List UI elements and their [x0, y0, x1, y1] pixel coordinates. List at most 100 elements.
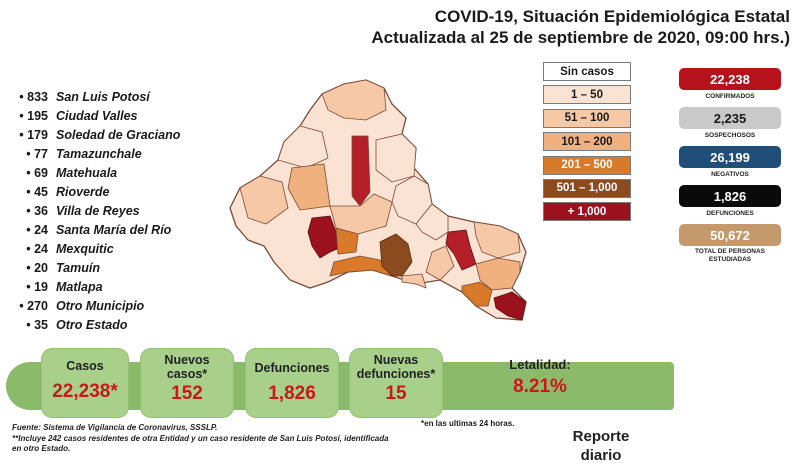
stat-value: 1,826 [679, 185, 781, 207]
letalidad-label: Letalidad: [509, 357, 571, 372]
map-region-huasteca-1 [473, 221, 521, 259]
map-region-rioverde [379, 233, 413, 277]
defunciones-card: Defunciones 1,826 [246, 349, 338, 417]
stat-value: 22,238 [679, 68, 781, 90]
stat-value: 26,199 [679, 146, 781, 168]
municipality-count: • 20 [26, 260, 48, 275]
legend-item: 101 – 200 [543, 132, 631, 152]
casos-label: Casos [66, 359, 104, 373]
municipality-count: • 45 [26, 184, 48, 199]
stat-label: SOSPECHOSOS [704, 132, 756, 139]
map-region-northwest [277, 125, 329, 169]
municipality-count: • 35 [26, 317, 48, 332]
municipality-count: • 69 [26, 165, 48, 180]
legend-item: Sin casos [543, 62, 631, 81]
legend-item: 201 – 500 [543, 155, 631, 175]
municipality-name: Otro Estado [56, 317, 128, 332]
municipality-name: Matlapa [56, 279, 103, 294]
municipality-row: • 270 Otro Municipio [14, 296, 224, 315]
stat-value: 2,235 [679, 107, 781, 129]
source-note: Fuente: Sistema de Vigilancia de Coronav… [12, 423, 492, 455]
municipality-name: Tamuín [56, 260, 100, 275]
municipality-row: • 195 Ciudad Valles [14, 106, 224, 125]
map-region-south-1 [425, 245, 455, 281]
municipality-row: • 45 Rioverde [14, 182, 224, 201]
stat-label: TOTAL DE PERSONAS ESTUDIADAS [694, 248, 766, 263]
stat-item: 50,672 TOTAL DE PERSONAS ESTUDIADAS [679, 224, 781, 266]
municipality-name: Matehuala [56, 165, 118, 180]
casos-value: 22,238* [52, 381, 118, 402]
map-region-west-2 [239, 175, 289, 225]
municipality-row: • 19 Matlapa [14, 277, 224, 296]
map-region-ciudad-valles [445, 229, 477, 271]
municipality-name: Villa de Reyes [56, 203, 140, 218]
legend-item: 51 – 100 [543, 108, 631, 128]
stat-value: 50,672 [679, 224, 781, 246]
stat-label: NEGATIVOS [711, 171, 749, 178]
map-region-villa-de-reyes [329, 255, 394, 277]
nuevos-casos-value: 152 [171, 383, 203, 404]
map-region-west-1 [287, 163, 331, 211]
municipality-row: • 20 Tamuín [14, 258, 224, 277]
letalidad-value: 8.21% [513, 376, 567, 397]
municipality-name: Mexquitic [56, 241, 114, 256]
title-line-2: Actualizada al 25 de septiembre de 2020,… [371, 28, 790, 47]
legend-item: 1 – 50 [543, 85, 631, 105]
municipality-count: • 77 [26, 146, 48, 161]
stat-item: 22,238 CONFIRMADOS [679, 68, 781, 103]
nuevas-defunciones-value: 15 [385, 383, 407, 404]
state-map [229, 79, 527, 321]
municipality-row: • 179 Soledad de Graciano [14, 125, 224, 144]
daily-report-label: Reporte diario [566, 427, 636, 465]
defunciones-value: 1,826 [268, 383, 316, 404]
nuevos-casos-label: Nuevos casos* [164, 353, 210, 381]
letalidad-block: Letalidad: 8.21% [470, 357, 610, 398]
source-line-1: Fuente: Sistema de Vigilancia de Coronav… [12, 423, 218, 432]
municipality-name: Ciudad Valles [56, 108, 138, 123]
municipality-count: • 24 [26, 222, 48, 237]
municipality-name: San Luis Potosí [56, 89, 150, 104]
map-region-south-3 [401, 273, 427, 289]
stats-panel: 22,238 CONFIRMADOS 2,235 SOSPECHOSOS 26,199 N… [679, 68, 781, 270]
map-region-east-mid [415, 203, 449, 241]
page-title: COVID-19, Situación Epidemiológica Estat… [371, 6, 790, 48]
municipality-name: Tamazunchale [56, 146, 142, 161]
report-line-2: diario [580, 447, 622, 464]
municipality-name: Otro Municipio [56, 298, 145, 313]
map-region-slp-capital [307, 215, 345, 259]
municipality-row: • 24 Santa María del Río [14, 220, 224, 239]
municipality-row: • 36 Villa de Reyes [14, 201, 224, 220]
municipality-name: Rioverde [56, 184, 110, 199]
municipality-count: • 19 [26, 279, 48, 294]
source-line-3: en otro Estado. [12, 444, 71, 453]
stat-item: 2,235 SOSPECHOSOS [679, 107, 781, 142]
municipality-count: • 195 [19, 108, 48, 123]
municipality-row: • 35 Otro Estado [14, 315, 224, 334]
municipality-count: • 270 [19, 298, 48, 313]
map-region-huasteca-2 [475, 257, 521, 291]
note-24-hours: *en las ultimas 24 horas. [421, 419, 515, 428]
map-legend: Sin casos 1 – 50 51 – 100 101 – 200 201 – 50… [543, 62, 631, 226]
map-region-north [321, 79, 387, 121]
map-region-matehuala [351, 135, 371, 207]
nuevas-defunciones-label: Nuevas defunciones* [356, 353, 436, 381]
municipality-row: • 69 Matehuala [14, 163, 224, 182]
report-line-1: Reporte [572, 428, 630, 445]
municipality-name: Soledad de Graciano [56, 127, 181, 142]
nuevas-defunciones-card: Nuevas defunciones* 15 [350, 349, 442, 417]
map-region-soledad [335, 227, 359, 255]
title-line-1: COVID-19, Situación Epidemiológica Estat… [434, 7, 790, 26]
municipality-row: • 77 Tamazunchale [14, 144, 224, 163]
municipality-count: • 179 [19, 127, 48, 142]
map-region-south-2 [461, 281, 493, 307]
municipality-list: • 833 San Luis Potosí • 195 Ciudad Valles • … [14, 87, 224, 334]
stat-item: 26,199 NEGATIVOS [679, 146, 781, 181]
casos-card: Casos 22,238* [42, 349, 128, 417]
legend-item: + 1,000 [543, 202, 631, 222]
defunciones-label: Defunciones [254, 361, 330, 375]
stat-label: CONFIRMADOS [705, 93, 755, 100]
municipality-row: • 24 Mexquitic [14, 239, 224, 258]
source-line-2: **Incluye 242 casos residentes de otra E… [12, 433, 389, 443]
stat-label: DEFUNCIONES [706, 210, 754, 217]
map-region-east-center [391, 175, 433, 225]
